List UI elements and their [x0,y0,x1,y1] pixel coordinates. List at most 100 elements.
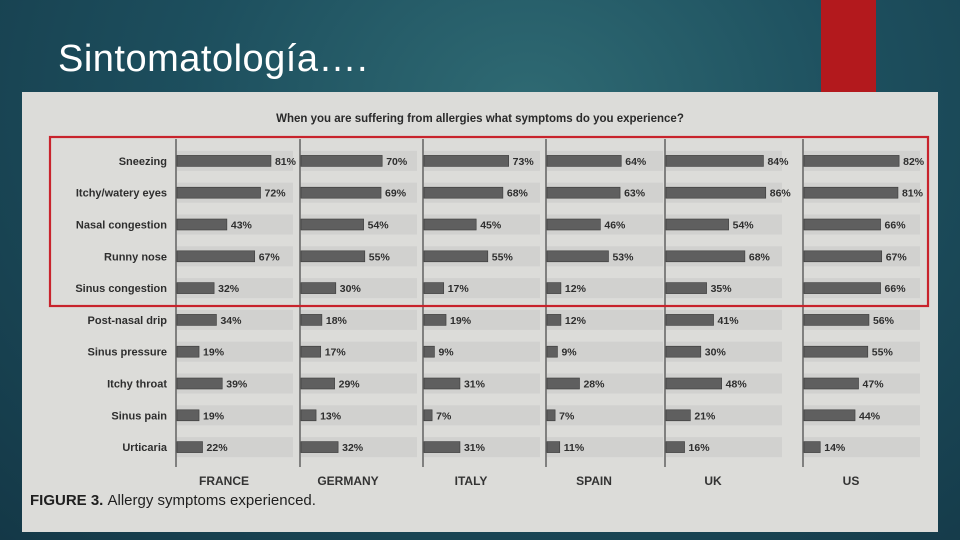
data-label: 55% [872,347,894,359]
bar-track [424,278,540,299]
data-label: 54% [733,220,755,232]
data-bar [665,345,702,358]
data-label: 13% [320,410,342,422]
data-bar [546,250,609,263]
panel-country-label: GERMANY [317,474,378,488]
data-bar [423,441,461,453]
bar-track [177,405,293,426]
caption-label: FIGURE 3. [30,492,108,509]
data-label: 72% [265,188,287,200]
data-label: 22% [207,442,229,454]
category-label: Sneezing [119,156,167,168]
category-label: Sinus congestion [75,283,167,295]
slide-title: Sintomatología…. [58,38,369,80]
data-bar [176,441,203,453]
data-label: 7% [559,410,575,422]
data-bar [665,441,685,453]
data-bar [300,218,364,231]
data-label: 39% [226,379,248,391]
data-label: 31% [464,379,486,391]
data-bar [803,218,881,231]
panel-country-label: ITALY [455,474,488,488]
data-label: 35% [711,283,733,295]
data-label: 21% [694,410,716,422]
data-bar [665,377,722,390]
chart-figure: When you are suffering from allergies wh… [22,92,938,532]
data-label: 32% [218,283,240,295]
data-label: 66% [885,220,907,232]
data-label: 81% [902,188,924,200]
data-label: 55% [369,251,391,263]
data-label: 66% [885,283,907,295]
bar-track [301,341,417,362]
data-bar [546,186,621,199]
data-label: 47% [863,379,885,391]
data-label: 68% [749,251,771,263]
data-bar [423,282,445,294]
data-label: 12% [565,315,587,327]
bar-track [424,309,540,330]
data-label: 84% [767,156,789,168]
data-bar [803,155,900,167]
panel-country-label: FRANCE [199,474,249,488]
data-label: 19% [450,315,472,327]
data-bar [176,186,261,199]
data-bar [176,218,228,231]
data-bar [176,155,272,167]
data-bar [546,155,622,167]
data-label: 30% [705,347,727,359]
data-bar [176,409,200,422]
allergy-symptoms-chart: When you are suffering from allergies wh… [30,113,930,509]
data-label: 81% [275,156,297,168]
data-bar [176,250,256,263]
data-bar [546,218,601,231]
data-bar [300,377,335,390]
data-bar [300,250,366,263]
data-bar [176,314,217,326]
data-label: 45% [480,220,502,232]
panel-country-label: SPAIN [576,474,612,488]
data-label: 54% [368,220,390,232]
data-bar [546,282,562,294]
data-bar [546,314,562,326]
category-label: Itchy throat [107,379,167,391]
data-label: 32% [342,442,364,454]
data-bar [300,441,339,453]
data-bar [423,218,477,231]
data-bar [423,250,489,263]
data-label: 17% [448,283,470,295]
bar-track [177,437,293,458]
data-bar [546,345,558,358]
data-label: 64% [625,156,647,168]
data-label: 56% [873,315,895,327]
data-bar [803,282,881,294]
data-label: 70% [386,156,408,168]
caption-text: Allergy symptoms experienced. [108,492,316,509]
data-label: 11% [564,442,585,454]
data-bar [803,345,869,358]
bar-track [804,437,920,458]
data-label: 43% [231,220,253,232]
bar-track [547,278,663,299]
data-label: 48% [726,379,748,391]
category-label: Sinus pressure [88,347,167,359]
data-label: 68% [507,188,529,200]
data-label: 17% [325,347,347,359]
data-bar [665,409,691,422]
data-label: 46% [604,220,626,232]
data-bar [665,314,714,326]
bar-track [666,405,782,426]
category-label: Urticaria [122,442,168,454]
data-bar [803,441,821,453]
data-bar [665,218,729,231]
data-label: 82% [903,156,925,168]
data-bar [803,377,859,390]
data-bar [803,186,899,199]
data-bar [546,409,556,422]
bar-track [424,341,540,362]
data-label: 30% [340,283,362,295]
data-bar [300,282,337,294]
panel-country-label: UK [704,474,722,488]
data-bar [423,186,504,199]
bar-track [666,437,782,458]
